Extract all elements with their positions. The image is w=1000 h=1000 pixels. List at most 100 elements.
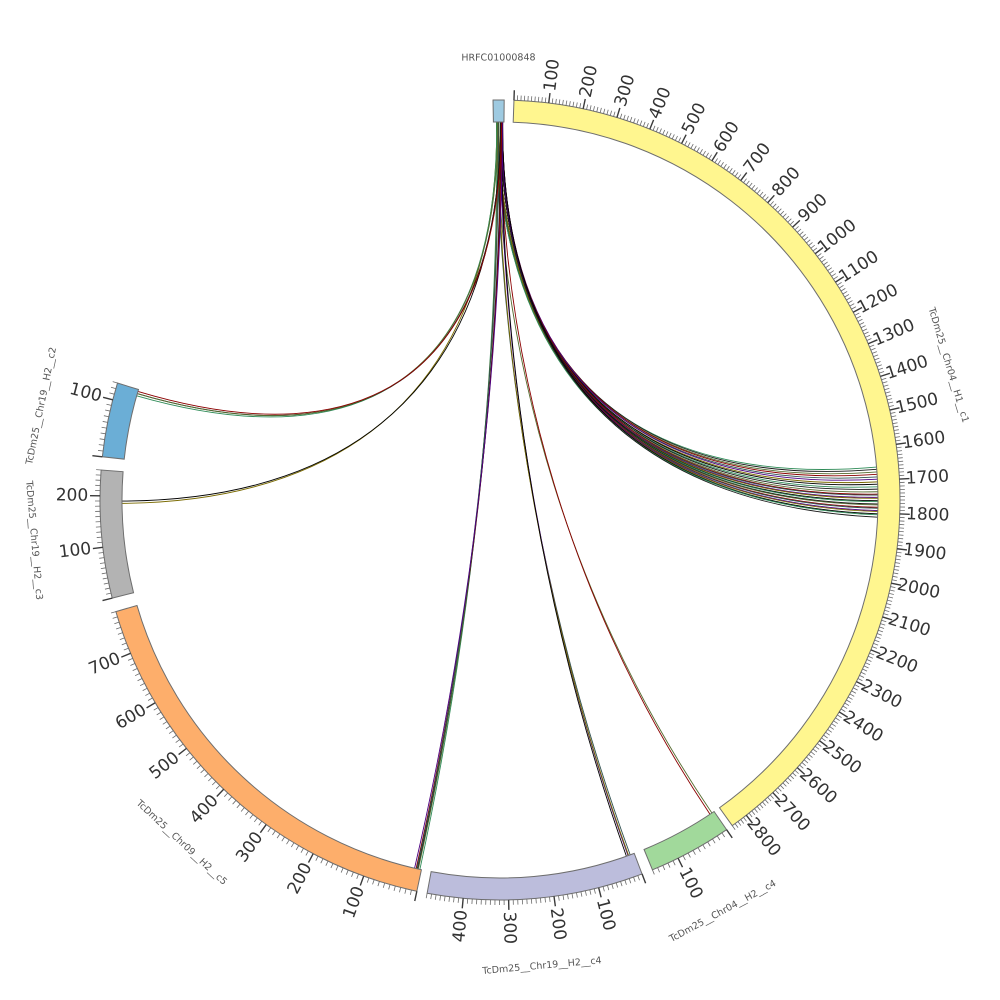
minor-tick <box>110 386 116 389</box>
minor-tick <box>642 121 646 127</box>
minor-tick <box>544 97 547 103</box>
minor-tick <box>399 887 402 893</box>
minor-tick <box>888 401 894 404</box>
minor-tick <box>872 351 877 354</box>
tick-label: 200 <box>576 63 602 99</box>
minor-tick <box>890 411 896 414</box>
minor-tick <box>863 331 869 335</box>
segment-label: TcDm25__Chr19__H2__c4 <box>481 955 602 977</box>
minor-tick <box>875 636 881 639</box>
tick-label: 2400 <box>839 707 886 747</box>
major-tick <box>725 829 733 839</box>
minor-tick <box>782 782 787 787</box>
minor-tick <box>613 111 616 117</box>
minor-tick <box>895 439 901 442</box>
major-tick <box>259 824 267 834</box>
minor-tick <box>168 730 174 734</box>
minor-tick <box>576 892 578 898</box>
minor-tick <box>887 398 893 401</box>
major-tick <box>819 740 828 748</box>
minor-tick <box>678 137 682 143</box>
minor-tick <box>764 799 769 804</box>
minor-tick <box>780 210 785 215</box>
minor-tick <box>825 731 830 736</box>
tick-label: 100 <box>540 58 564 93</box>
link-TcDm25__Chr19__H2__c4 <box>496 122 631 856</box>
minor-tick <box>541 97 543 103</box>
tick-label: 500 <box>146 748 184 784</box>
minor-tick <box>803 236 809 241</box>
minor-tick <box>253 817 258 823</box>
major-tick <box>649 119 655 130</box>
minor-tick <box>854 684 860 688</box>
minor-tick <box>829 726 834 730</box>
minor-tick <box>665 131 669 137</box>
major-tick <box>711 151 718 162</box>
minor-tick <box>558 99 561 105</box>
minor-tick <box>652 125 656 131</box>
minor-tick <box>748 182 753 188</box>
minor-tick <box>896 551 902 554</box>
minor-tick <box>799 231 804 236</box>
minor-tick <box>712 838 716 844</box>
minor-tick <box>565 100 568 106</box>
minor-tick <box>837 714 842 718</box>
minor-tick <box>145 692 150 696</box>
minor-tick <box>593 888 596 894</box>
minor-tick <box>443 896 446 902</box>
link-TcDm25__Chr04__H1__c1 <box>498 122 878 503</box>
minor-tick <box>330 863 334 869</box>
minor-tick <box>794 226 799 231</box>
minor-tick <box>624 879 627 885</box>
minor-tick <box>844 702 850 706</box>
minor-tick <box>215 785 220 790</box>
tick-label: 2200 <box>873 643 921 678</box>
minor-tick <box>200 769 205 774</box>
segment-label: TcDm25__Chr19__H2__c2 <box>24 346 59 466</box>
minor-tick <box>799 764 804 769</box>
minor-tick <box>439 895 441 901</box>
minor-tick <box>102 577 108 580</box>
tick-label: 1700 <box>905 466 949 488</box>
major-tick <box>772 792 781 801</box>
minor-tick <box>839 285 844 289</box>
minor-tick <box>808 754 813 758</box>
minor-tick <box>267 827 272 833</box>
minor-tick <box>812 247 818 252</box>
minor-tick <box>895 562 901 564</box>
minor-tick <box>404 888 407 894</box>
minor-tick <box>602 886 605 892</box>
minor-tick <box>734 172 739 177</box>
minor-tick <box>863 665 869 669</box>
major-tick <box>641 873 647 884</box>
major-tick <box>745 814 753 824</box>
minor-tick <box>692 850 696 855</box>
minor-tick <box>708 154 712 160</box>
minor-tick <box>457 897 460 903</box>
minor-tick <box>652 869 655 875</box>
minor-tick <box>740 819 745 824</box>
minor-tick <box>586 104 589 110</box>
minor-tick <box>794 769 799 774</box>
minor-tick <box>891 418 897 421</box>
minor-tick <box>351 872 354 877</box>
minor-tick <box>668 132 672 138</box>
tick-label: 2600 <box>795 764 841 808</box>
tick-label: 600 <box>710 118 744 156</box>
minor-tick <box>562 894 565 901</box>
minor-tick <box>377 881 380 887</box>
minor-tick <box>345 869 349 875</box>
major-tick <box>882 616 893 621</box>
minor-tick <box>178 743 184 748</box>
minor-tick <box>891 415 897 418</box>
link-TcDm25__Chr04__H1__c1 <box>497 122 878 488</box>
minor-tick <box>607 885 610 891</box>
minor-tick <box>290 842 295 848</box>
minor-tick <box>823 261 828 266</box>
major-tick <box>121 652 131 658</box>
minor-tick <box>833 720 838 724</box>
minor-tick <box>562 99 564 105</box>
minor-tick <box>723 164 727 169</box>
minor-tick <box>633 876 636 882</box>
tick-label: 2000 <box>895 575 941 604</box>
